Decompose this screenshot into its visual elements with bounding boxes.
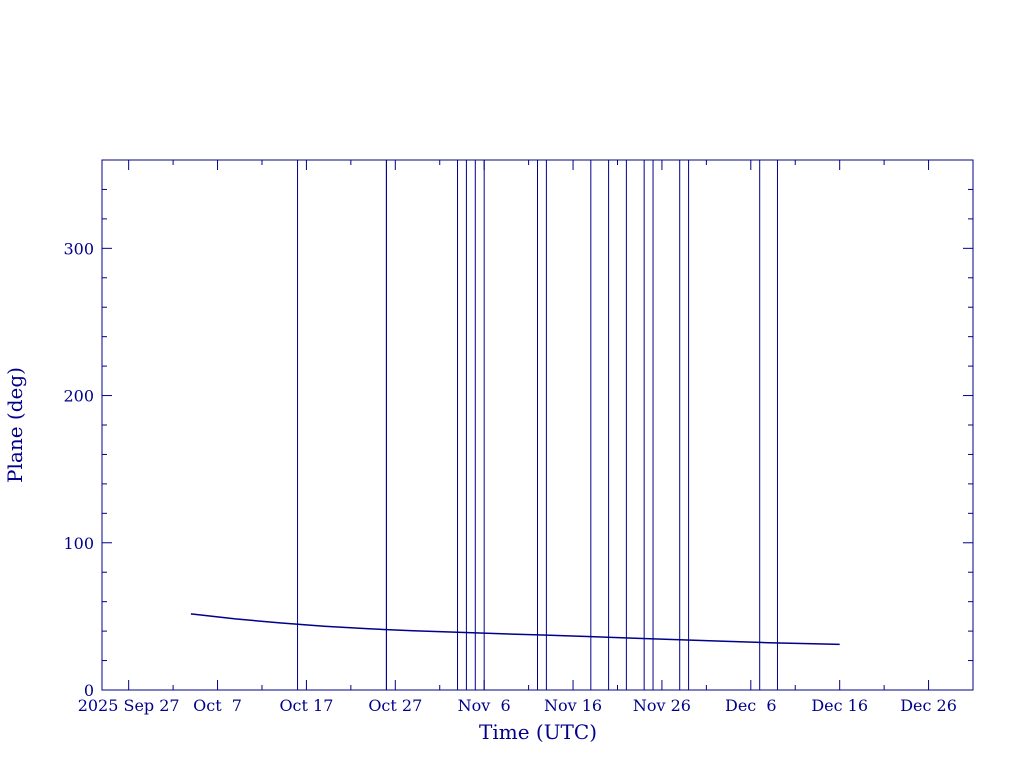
x-tick-label: Oct 27 — [368, 696, 422, 715]
axis-ticks — [102, 160, 974, 691]
x-tick-label: Oct 17 — [279, 696, 333, 715]
x-tick-label: Nov 16 — [544, 696, 602, 715]
x-tick-label: 2025 Sep 27 — [78, 696, 180, 715]
y-tick-label: 100 — [63, 534, 94, 553]
event-vertical-lines — [297, 160, 778, 690]
y-tick-label: 300 — [63, 239, 94, 258]
y-tick-label: 0 — [84, 681, 94, 700]
series-line — [190, 613, 840, 646]
x-tick-labels: 2025 Sep 27 Oct 7 Oct 17 Oct 27 Nov 6 Nov 16 N… — [78, 696, 957, 715]
y-axis-label: Plane (deg) — [3, 367, 27, 483]
y-tick-labels: 0 100 200 300 — [63, 239, 94, 700]
x-axis-label: Time (UTC) — [479, 720, 597, 744]
x-tick-label: Dec 6 — [725, 696, 777, 715]
x-tick-label: Nov 26 — [633, 696, 691, 715]
x-tick-label: Dec 16 — [811, 696, 868, 715]
x-tick-label: Oct 7 — [193, 696, 242, 715]
x-tick-label: Nov 6 — [458, 696, 511, 715]
x-tick-label: Dec 26 — [900, 696, 957, 715]
series-layer — [190, 613, 840, 646]
y-tick-label: 200 — [63, 387, 94, 406]
